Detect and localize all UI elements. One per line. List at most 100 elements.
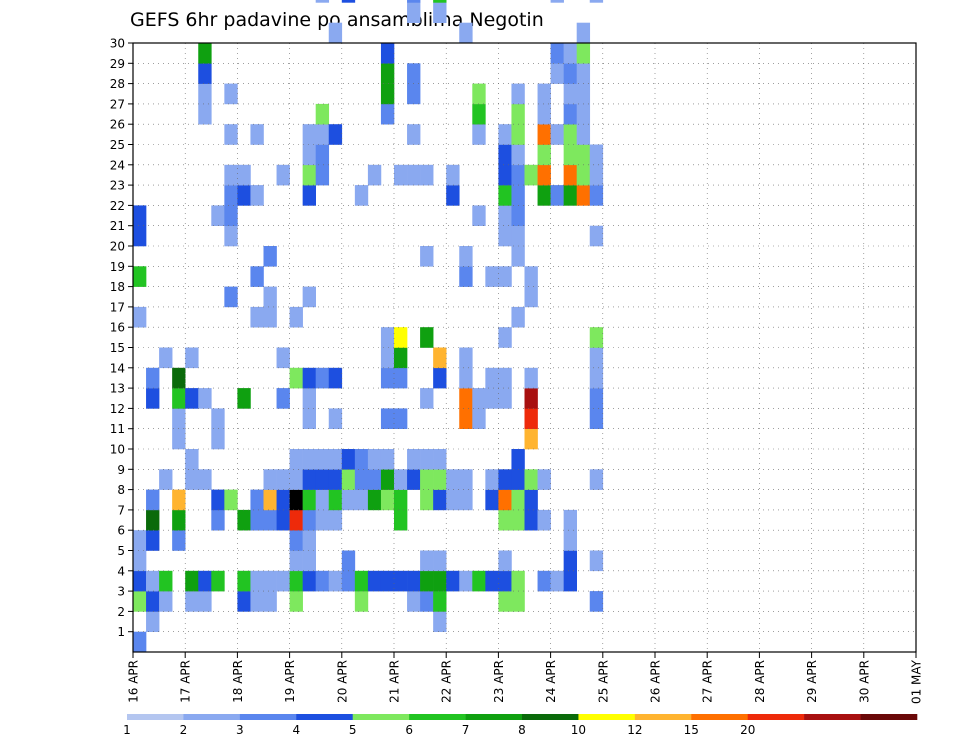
heatmap-cell: [498, 509, 512, 531]
heatmap-cell: [433, 0, 447, 3]
heatmap-cell: [498, 225, 512, 247]
heatmap-cell: [498, 570, 512, 592]
heatmap-cell: [328, 469, 343, 490]
x-tick-label: 29 APR: [805, 660, 819, 703]
y-tick-label: 25: [110, 138, 125, 152]
y-tick-label: 11: [110, 422, 125, 436]
heatmap-cell: [589, 550, 604, 572]
heatmap-cell: [133, 570, 147, 592]
heatmap-cell: [589, 408, 604, 429]
heatmap-cell: [472, 205, 486, 226]
heatmap-cell: [224, 286, 238, 308]
heatmap-cell: [394, 570, 408, 592]
colorbar-swatch: [522, 714, 579, 720]
heatmap-cell: [433, 449, 447, 470]
heatmap-cell: [159, 347, 173, 369]
heatmap-cell: [459, 469, 473, 490]
heatmap-cell: [485, 367, 499, 389]
heatmap-cell: [446, 570, 460, 592]
heatmap-cell: [459, 489, 473, 511]
heatmap-cell: [315, 367, 330, 389]
heatmap-cell: [589, 469, 604, 490]
heatmap-cell: [511, 225, 525, 247]
heatmap-cell: [276, 509, 290, 531]
heatmap-cell: [563, 550, 577, 572]
heatmap-cell: [146, 611, 160, 632]
heatmap-cell: [433, 469, 447, 490]
heatmap-cell: [263, 469, 277, 490]
heatmap-cell: [537, 124, 551, 145]
heatmap-cell: [146, 591, 160, 612]
heatmap-cell: [224, 185, 238, 206]
y-tick-label: 10: [110, 443, 125, 457]
heatmap-cell: [589, 347, 604, 369]
heatmap-cell: [341, 469, 356, 490]
colorbar-swatch: [239, 714, 297, 720]
heatmap-cell: [341, 489, 356, 511]
heatmap-cell: [198, 570, 212, 592]
heatmap-cell: [133, 225, 147, 247]
x-tick-label: 19 APR: [283, 660, 297, 703]
plot-grid: [133, 43, 916, 652]
y-tick-label: 29: [110, 57, 125, 71]
heatmap-cell: [498, 591, 512, 612]
y-tick-label: 24: [110, 158, 125, 172]
heatmap-cell: [315, 509, 330, 531]
heatmap-cell: [563, 43, 577, 64]
colorbar-swatch: [860, 714, 918, 720]
heatmap-cell: [589, 388, 604, 409]
heatmap-cell: [420, 591, 434, 612]
heatmap-cell: [459, 570, 473, 592]
heatmap-cell: [133, 306, 147, 328]
heatmap-cell: [407, 2, 421, 24]
heatmap-cell: [563, 144, 577, 166]
colorbar-swatch: [127, 714, 184, 720]
heatmap-cell: [133, 266, 147, 287]
heatmap-cell: [185, 449, 199, 470]
heatmap-cell: [524, 164, 538, 186]
heatmap-cell: [133, 631, 147, 653]
heatmap-cell: [263, 591, 277, 612]
heatmap-cell: [328, 449, 343, 470]
heatmap-cell: [211, 428, 225, 450]
heatmap-cell: [289, 469, 303, 490]
heatmap-cell: [146, 489, 160, 511]
heatmap-cell: [302, 124, 316, 145]
heatmap-cell: [159, 469, 173, 490]
heatmap-cell: [289, 449, 303, 470]
heatmap-cell: [276, 570, 290, 592]
y-tick-label: 16: [110, 321, 125, 335]
heatmap-cell: [146, 530, 160, 551]
heatmap-cell: [380, 449, 395, 470]
heatmap-cell: [511, 103, 525, 125]
x-tick-label: 25 APR: [596, 660, 610, 703]
heatmap-cell: [511, 509, 525, 531]
heatmap-cell: [498, 367, 512, 389]
heatmap-cell: [550, 0, 564, 3]
y-tick-label: 23: [110, 179, 125, 193]
heatmap-cell: [198, 43, 212, 64]
heatmap-cell: [485, 570, 499, 592]
heatmap-cell: [511, 83, 525, 105]
heatmap-cell: [433, 367, 447, 389]
x-tick-label: 18 APR: [231, 660, 245, 703]
heatmap-cell: [524, 408, 538, 429]
heatmap-cell: [394, 509, 408, 531]
heatmap-cell: [380, 489, 395, 511]
heatmap-cell: [289, 306, 303, 328]
heatmap-cell: [211, 489, 225, 511]
heatmap-cell: [328, 489, 343, 511]
heatmap-cell: [472, 408, 486, 429]
heatmap-cell: [550, 570, 564, 592]
heatmap-cell: [250, 591, 264, 612]
x-tick-label: 30 APR: [857, 660, 871, 703]
heatmap-cell: [172, 408, 186, 429]
heatmap-cell: [172, 530, 186, 551]
heatmap-cell: [224, 83, 238, 105]
heatmap-cell: [302, 449, 316, 470]
heatmap-cell: [250, 266, 264, 287]
heatmap-cell: [589, 144, 604, 166]
heatmap-cell: [511, 570, 525, 592]
heatmap-cell: [498, 327, 512, 348]
heatmap-cell: [380, 43, 395, 64]
